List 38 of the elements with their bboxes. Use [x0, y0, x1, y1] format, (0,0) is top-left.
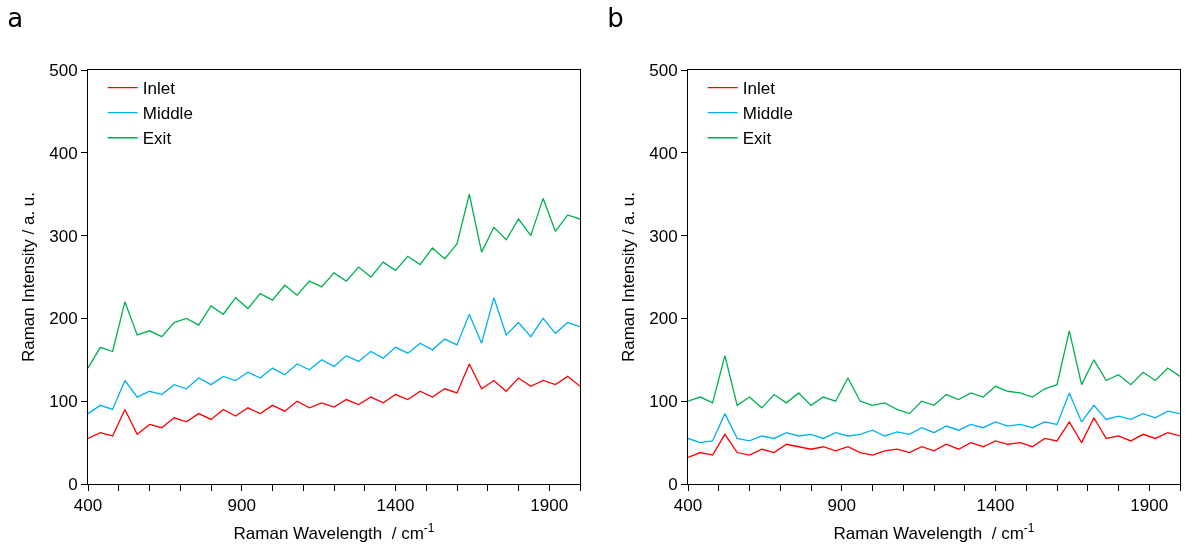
y-tick-label: 200 — [49, 309, 78, 329]
x-tick-label: 1900 — [530, 496, 569, 516]
y-tick-label: 400 — [649, 143, 678, 163]
line-series — [688, 417, 1180, 459]
y-tick-label: 0 — [668, 474, 678, 494]
line-series — [688, 330, 1180, 415]
y-tick-label: 300 — [649, 226, 678, 246]
y-tick-label: 300 — [49, 226, 78, 246]
x-tick-label: 400 — [673, 496, 703, 516]
y-tick-label: 500 — [649, 60, 678, 80]
chart-title: b — [607, 2, 624, 33]
y-tick-label: 200 — [649, 309, 678, 329]
x-tick-label: 900 — [827, 496, 856, 516]
chart-title: a — [7, 2, 24, 33]
x-tick-label: 400 — [73, 496, 103, 516]
x-tick-label: 1900 — [1130, 496, 1169, 516]
legend-label: Middle — [742, 104, 793, 124]
legend-label: Exit — [742, 129, 772, 149]
x-axis-title: Raman Wavelength / cm$^{-1}$ — [233, 520, 435, 543]
y-tick-label: 0 — [68, 474, 78, 494]
line-series — [88, 363, 580, 440]
x-tick-label: 1400 — [976, 496, 1015, 516]
y-axis-title: Raman Intensity / a. u. — [618, 191, 638, 363]
y-axis-title: Raman Intensity / a. u. — [18, 191, 38, 363]
legend-label: Inlet — [142, 79, 176, 99]
y-tick-label: 500 — [49, 60, 78, 80]
x-tick-label: 1400 — [376, 496, 415, 516]
x-axis-title: Raman Wavelength / cm$^{-1}$ — [833, 520, 1035, 543]
line-series — [688, 392, 1180, 444]
legend-label: Exit — [142, 129, 172, 149]
legend-label: Middle — [142, 104, 193, 124]
y-tick-label: 400 — [49, 143, 78, 163]
y-tick-label: 100 — [649, 392, 678, 412]
line-series — [88, 297, 580, 415]
y-tick-label: 100 — [49, 392, 78, 412]
line-series — [88, 193, 580, 369]
legend-label: Inlet — [742, 79, 776, 99]
x-tick-label: 900 — [227, 496, 256, 516]
